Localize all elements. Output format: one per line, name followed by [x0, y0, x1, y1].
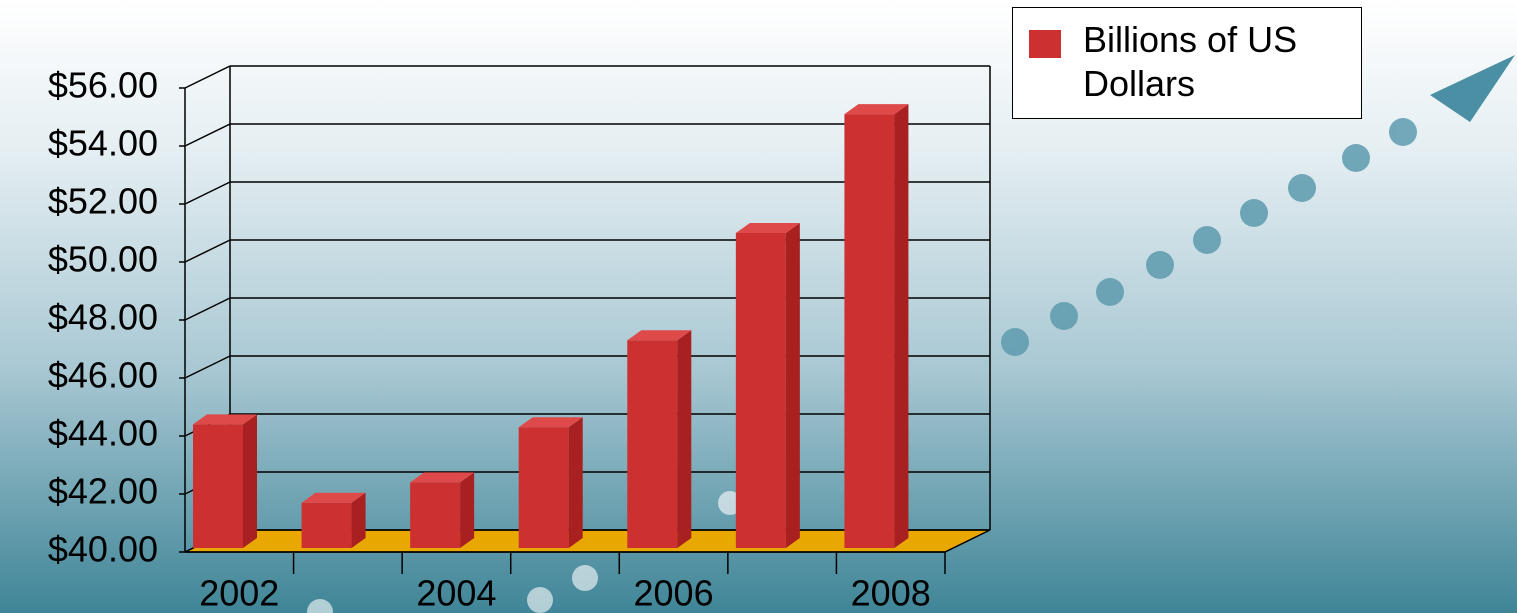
decor-dots — [1001, 118, 1417, 356]
y-tick-label: $54.00 — [48, 123, 158, 164]
bar-face — [301, 502, 352, 548]
bar-face — [193, 424, 243, 548]
bar-face — [410, 482, 461, 548]
depth-line — [184, 355, 231, 379]
bar-face — [785, 223, 800, 548]
y-tick-label: $56.00 — [48, 65, 158, 106]
bar-face — [518, 417, 583, 428]
bar — [518, 417, 583, 548]
bar-face — [627, 330, 692, 341]
legend-swatch — [1029, 30, 1061, 58]
bar-face — [243, 414, 257, 548]
bar-face — [627, 340, 678, 548]
y-tick-label: $46.00 — [48, 355, 158, 396]
depth-line — [184, 181, 231, 205]
bar-face — [193, 414, 257, 425]
bar — [193, 414, 257, 548]
bar-face — [351, 492, 366, 548]
plot: $40.00 $42.00 $44.00 $46.00 $48.00 $50.00 $52.… — [48, 65, 991, 613]
y-tick-label: $44.00 — [48, 413, 158, 454]
y-tick-label: $52.00 — [48, 181, 158, 222]
bar — [627, 330, 692, 548]
x-tick-label: 2008 — [851, 573, 931, 613]
legend: Billions of US Dollars — [1012, 7, 1362, 119]
bar-face — [518, 427, 569, 548]
bar — [735, 223, 800, 548]
bar-face — [844, 114, 895, 548]
legend-label: Billions of US Dollars — [1083, 19, 1298, 104]
depth-line — [184, 297, 231, 321]
bar-face — [894, 104, 909, 548]
y-tick-label: $48.00 — [48, 297, 158, 338]
decor-dots-light — [307, 491, 742, 613]
bar-face — [568, 417, 583, 548]
bar — [844, 104, 909, 548]
x-tick-label: 2002 — [199, 573, 279, 613]
bar-face — [301, 492, 366, 503]
decor-arrow — [1430, 55, 1515, 122]
y-tick-label: $50.00 — [48, 239, 158, 280]
bar-face — [677, 330, 692, 548]
bar-face — [460, 472, 475, 548]
bar — [301, 492, 366, 548]
bar-face — [844, 104, 909, 115]
bar — [410, 472, 475, 548]
depth-line — [184, 65, 231, 89]
depth-line — [184, 123, 231, 147]
depth-line — [184, 239, 231, 263]
x-tick-label: 2006 — [634, 573, 714, 613]
bar-face — [410, 472, 475, 483]
y-tick-label: $42.00 — [48, 471, 158, 512]
bar-face — [735, 233, 786, 548]
x-tick-label: 2004 — [416, 573, 496, 613]
y-tick-label: $40.00 — [48, 529, 158, 570]
bar-face — [735, 223, 800, 233]
